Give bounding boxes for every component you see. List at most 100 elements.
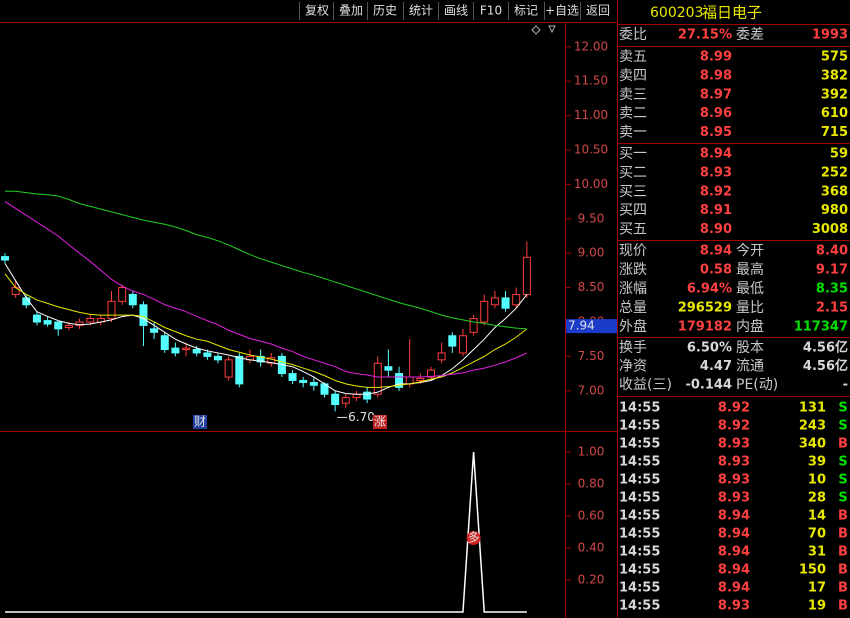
stat-label: 总量 (619, 300, 647, 316)
candle-body (214, 355, 222, 361)
toolbar-button[interactable]: 叠加 (339, 4, 363, 18)
candle-body (182, 347, 191, 351)
stat-label: 外盘 (619, 318, 647, 335)
candle-body (1, 256, 9, 261)
low-label: 6.70 (348, 410, 375, 424)
tick-side: S (838, 401, 847, 416)
price-marker-box (566, 319, 617, 334)
event-marker: 财 (194, 415, 206, 429)
stat-value: 8.35 (816, 282, 848, 297)
y-tick-label: 12.00 (574, 39, 608, 53)
event-marker-box (193, 415, 207, 429)
ask-price: 8.96 (700, 106, 732, 121)
toolbar-button[interactable]: 标记 (514, 4, 538, 18)
tick-side: B (838, 509, 848, 524)
candle-body (448, 335, 457, 347)
tick-time: 14:55 (619, 509, 660, 524)
tick-price: 8.93 (718, 473, 750, 488)
candle-body (256, 355, 265, 363)
candle-body (235, 355, 244, 385)
stat-label: 涨幅 (619, 281, 647, 297)
tick-price: 8.92 (718, 419, 750, 434)
fundamental-value: - (843, 378, 848, 393)
tick-volume: 10 (808, 473, 826, 488)
tick-volume: 131 (799, 401, 826, 416)
candle-body (128, 293, 137, 306)
bid-label: 买五 (619, 222, 647, 238)
toolbar-button[interactable]: F10 (480, 4, 502, 18)
toolbar-button[interactable]: 画线 (444, 4, 468, 18)
tick-volume: 340 (799, 437, 826, 452)
candle-body (203, 352, 212, 357)
bid-volume: 368 (821, 184, 848, 199)
tick-side: B (838, 599, 848, 614)
moving-average-line (5, 190, 527, 330)
candle-body (118, 287, 127, 302)
ask-label: 卖四 (619, 68, 647, 84)
toolbar-button[interactable]: 返回 (586, 4, 610, 18)
fundamental-value: 4.56亿 (803, 358, 848, 374)
bid-price: 8.93 (700, 165, 732, 180)
candle-body (150, 328, 159, 333)
tick-price: 8.93 (718, 437, 750, 452)
fundamental-value: 6.50% (687, 341, 732, 356)
stat-label: 现价 (619, 243, 647, 259)
candle-body (373, 362, 382, 395)
candle-body (405, 376, 414, 385)
fundamental-label: 收益(三) (619, 377, 672, 393)
candle-body (384, 366, 393, 371)
fundamental-label: 流通 (736, 359, 764, 375)
tick-volume: 17 (808, 581, 826, 596)
y-tick-label: 11.00 (574, 108, 608, 122)
bid-volume: 980 (821, 203, 848, 218)
tick-side: S (838, 455, 847, 470)
candle-body (160, 335, 169, 351)
tick-price: 8.93 (718, 455, 750, 470)
y-tick-label: 0.20 (578, 573, 605, 587)
ask-price: 8.98 (700, 68, 732, 83)
candle-body (107, 300, 116, 320)
order-value: 27.15% (678, 28, 732, 43)
tick-time: 14:55 (619, 491, 660, 506)
candle-body (490, 297, 499, 306)
price-marker-label: 7.94 (568, 319, 595, 333)
tick-side: B (838, 563, 848, 578)
order-label: 委比 (619, 27, 647, 43)
ask-price: 8.97 (700, 87, 732, 102)
tick-time: 14:55 (619, 473, 660, 488)
y-tick-label: 0.60 (578, 509, 605, 523)
fundamental-label: PE(动) (736, 377, 778, 393)
tick-time: 14:55 (619, 455, 660, 470)
ask-label: 卖三 (619, 87, 647, 103)
tick-volume: 70 (808, 527, 826, 542)
toolbar-button[interactable]: 统计 (409, 4, 433, 18)
y-tick-label: 7.50 (578, 349, 605, 363)
stock-name: 福日电子 (702, 4, 762, 22)
tick-time: 14:55 (619, 527, 660, 542)
toolbar-button[interactable]: 历史 (373, 4, 397, 18)
tick-price: 8.93 (718, 599, 750, 614)
tick-time: 14:55 (619, 563, 660, 578)
menu-icon[interactable] (548, 25, 556, 34)
bid-volume: 252 (821, 165, 848, 180)
toolbar-button[interactable]: +自选 (545, 4, 579, 18)
tick-side: B (838, 437, 848, 452)
bid-volume: 59 (830, 147, 848, 162)
candle-body (501, 297, 510, 309)
tick-time: 14:55 (619, 401, 660, 416)
candle-body (75, 321, 84, 326)
stat-label: 最低 (736, 281, 764, 297)
tick-time: 14:55 (619, 437, 660, 452)
stat-label: 涨跌 (619, 262, 647, 278)
tick-time: 14:55 (619, 545, 660, 560)
toolbar-button[interactable]: 复权 (305, 4, 329, 18)
y-tick-label: 0.80 (578, 477, 605, 491)
candle-body (512, 293, 521, 306)
ask-volume: 610 (821, 106, 848, 121)
tick-price: 8.93 (718, 491, 750, 506)
candle-body (43, 320, 52, 325)
tick-price: 8.94 (718, 527, 750, 542)
diamond-icon[interactable] (531, 25, 541, 35)
candle-body (480, 300, 489, 323)
